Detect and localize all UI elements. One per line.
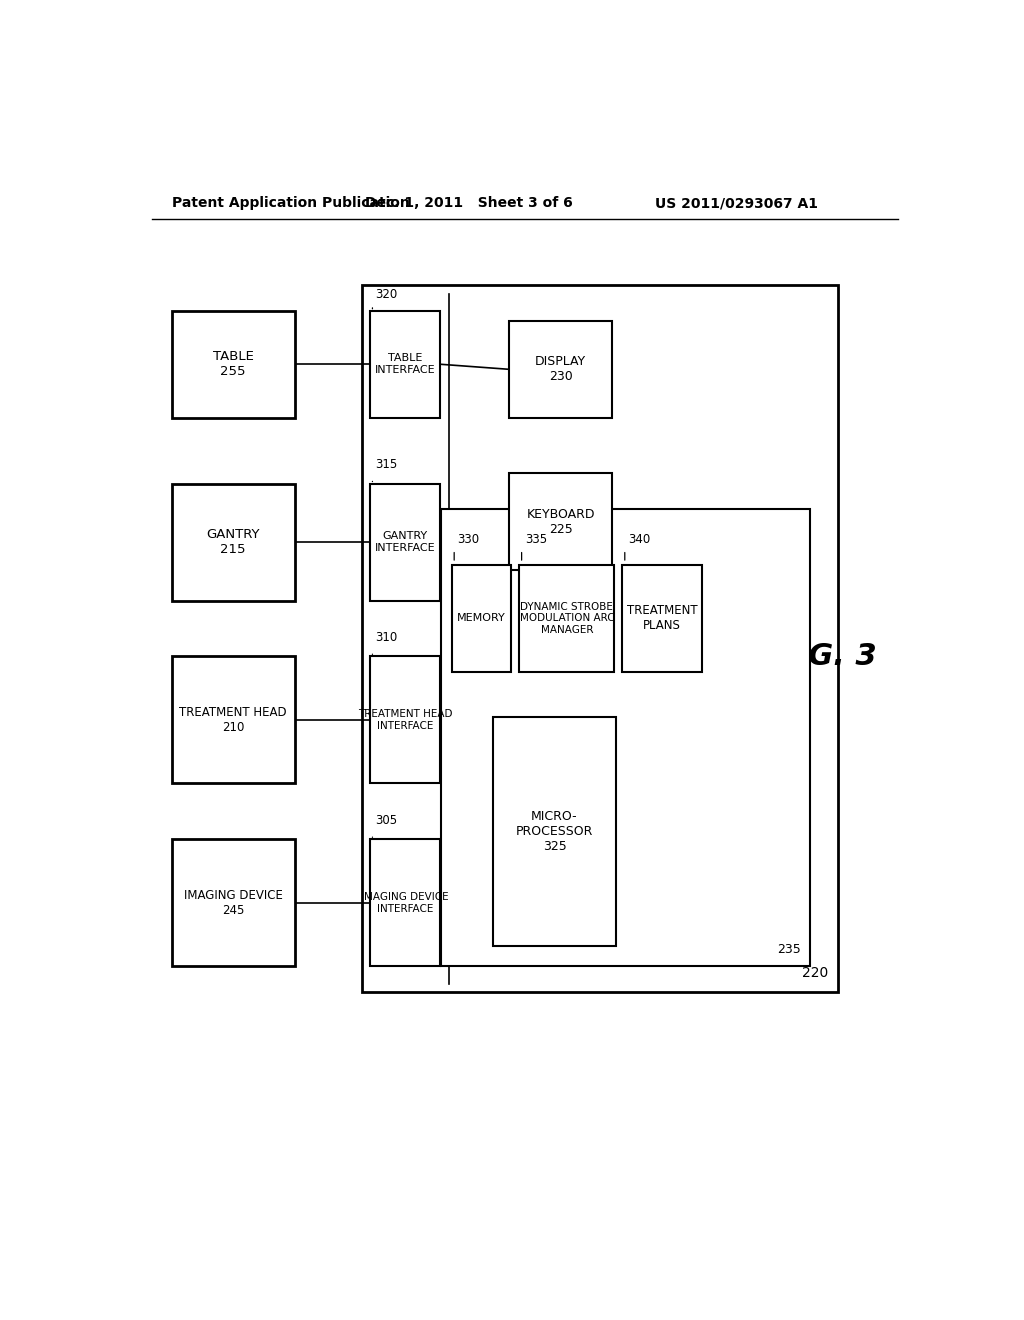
Text: MEMORY: MEMORY bbox=[457, 614, 506, 623]
Text: DYNAMIC STROBE
MODULATION ARC
MANAGER: DYNAMIC STROBE MODULATION ARC MANAGER bbox=[519, 602, 614, 635]
Text: IMAGING DEVICE
245: IMAGING DEVICE 245 bbox=[183, 888, 283, 917]
Text: 335: 335 bbox=[524, 533, 547, 545]
Text: 220: 220 bbox=[803, 966, 828, 979]
Text: Patent Application Publication: Patent Application Publication bbox=[172, 197, 410, 210]
FancyBboxPatch shape bbox=[370, 840, 440, 966]
Text: 310: 310 bbox=[376, 631, 398, 644]
FancyBboxPatch shape bbox=[172, 483, 295, 601]
Text: TABLE
INTERFACE: TABLE INTERFACE bbox=[375, 354, 435, 375]
FancyBboxPatch shape bbox=[370, 312, 440, 417]
Text: 315: 315 bbox=[376, 458, 398, 471]
Text: DISPLAY
230: DISPLAY 230 bbox=[535, 355, 586, 383]
FancyBboxPatch shape bbox=[370, 483, 440, 601]
FancyBboxPatch shape bbox=[509, 474, 612, 570]
Text: GANTRY
215: GANTRY 215 bbox=[207, 528, 260, 556]
Text: TREATMENT
PLANS: TREATMENT PLANS bbox=[627, 605, 697, 632]
FancyBboxPatch shape bbox=[370, 656, 440, 784]
FancyBboxPatch shape bbox=[172, 656, 295, 784]
Text: 305: 305 bbox=[376, 814, 397, 828]
Text: TABLE
255: TABLE 255 bbox=[213, 350, 254, 379]
FancyBboxPatch shape bbox=[519, 565, 614, 672]
Text: US 2011/0293067 A1: US 2011/0293067 A1 bbox=[655, 197, 818, 210]
Text: TREATMENT HEAD
INTERFACE: TREATMENT HEAD INTERFACE bbox=[357, 709, 453, 731]
Text: MICRO-
PROCESSOR
325: MICRO- PROCESSOR 325 bbox=[516, 810, 593, 853]
Text: TREATMENT HEAD
210: TREATMENT HEAD 210 bbox=[179, 706, 287, 734]
Text: 235: 235 bbox=[777, 944, 801, 956]
FancyBboxPatch shape bbox=[452, 565, 511, 672]
FancyBboxPatch shape bbox=[509, 321, 612, 417]
Text: Dec. 1, 2011   Sheet 3 of 6: Dec. 1, 2011 Sheet 3 of 6 bbox=[366, 197, 573, 210]
Text: 330: 330 bbox=[458, 533, 479, 545]
FancyBboxPatch shape bbox=[623, 565, 701, 672]
FancyBboxPatch shape bbox=[172, 312, 295, 417]
Text: 320: 320 bbox=[376, 288, 398, 301]
Text: GANTRY
INTERFACE: GANTRY INTERFACE bbox=[375, 531, 435, 553]
FancyBboxPatch shape bbox=[494, 718, 616, 946]
FancyBboxPatch shape bbox=[362, 285, 839, 991]
Text: KEYBOARD
225: KEYBOARD 225 bbox=[526, 508, 595, 536]
FancyBboxPatch shape bbox=[441, 510, 811, 966]
Text: FIG. 3: FIG. 3 bbox=[776, 642, 877, 671]
Text: IMAGING DEVICE
INTERFACE: IMAGING DEVICE INTERFACE bbox=[361, 892, 449, 913]
Text: 340: 340 bbox=[628, 533, 650, 545]
FancyBboxPatch shape bbox=[172, 840, 295, 966]
